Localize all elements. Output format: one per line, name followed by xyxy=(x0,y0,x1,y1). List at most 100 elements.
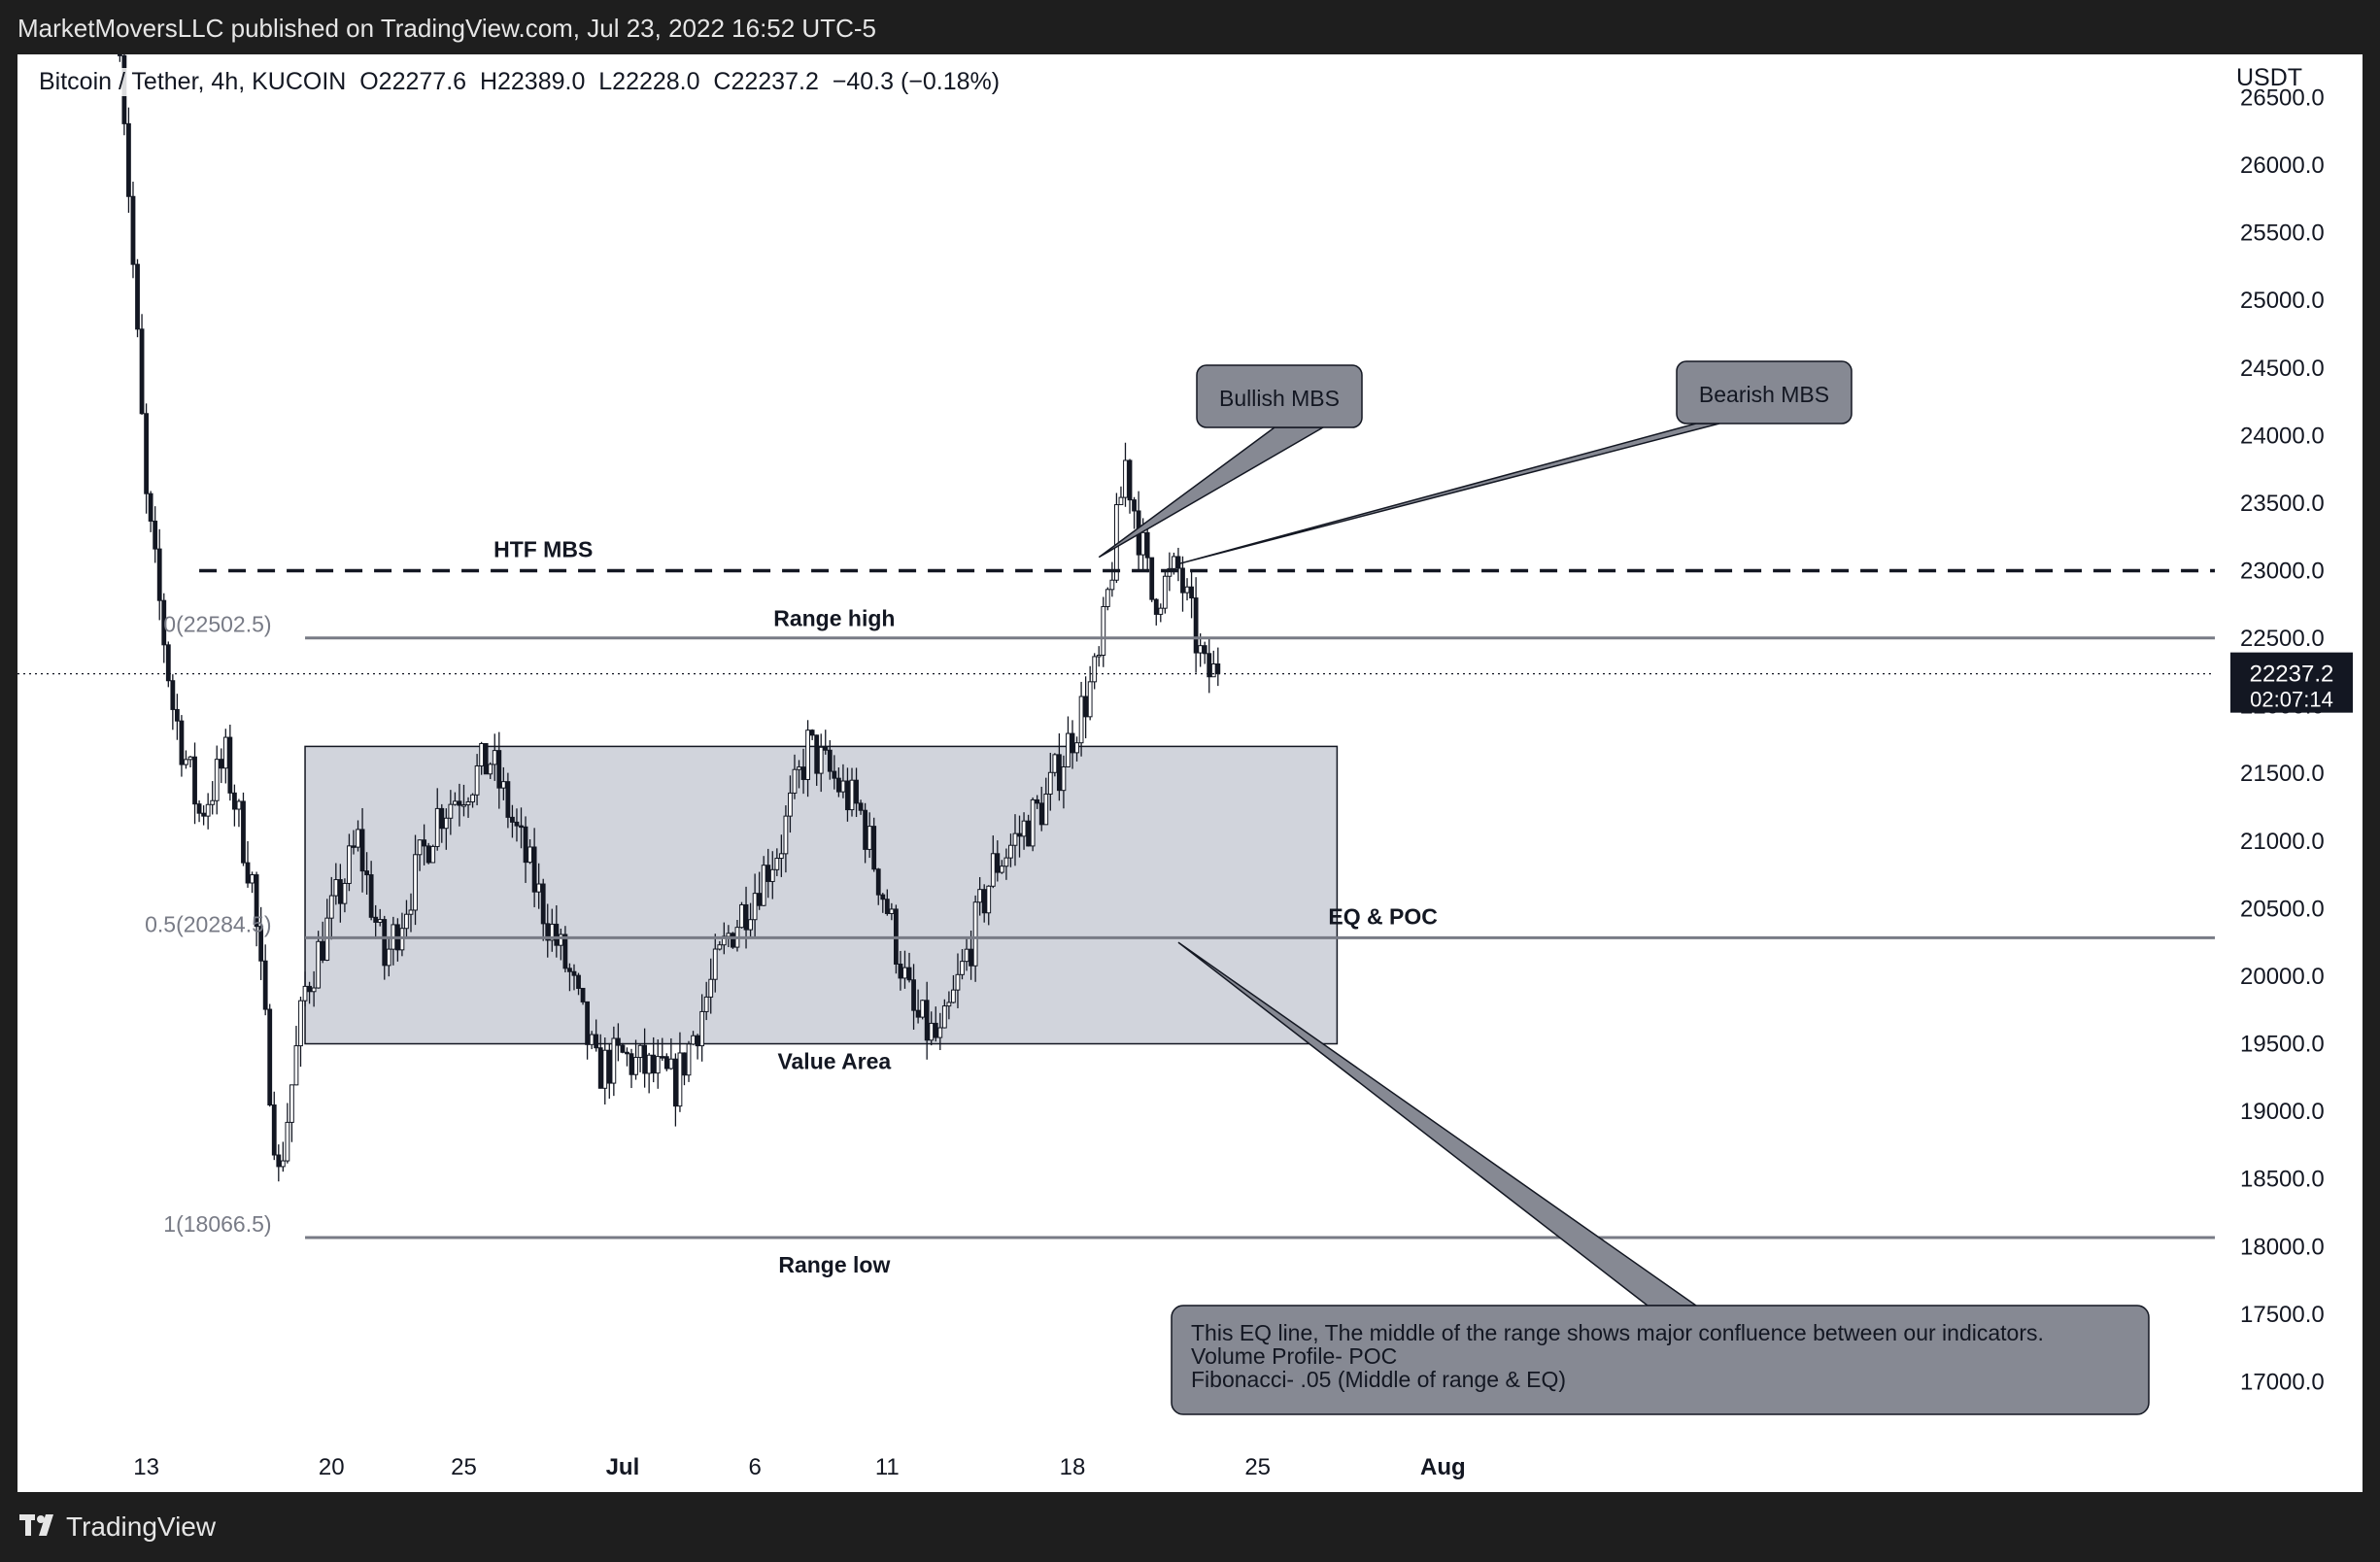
candle-body xyxy=(285,1121,290,1162)
candle-body xyxy=(625,1051,629,1055)
candle-body xyxy=(602,1049,608,1089)
candle-body xyxy=(148,492,153,522)
candle-body xyxy=(201,812,207,817)
currency-label: USDT xyxy=(2236,64,2303,91)
candle-body xyxy=(496,750,502,789)
callout-box[interactable] xyxy=(1196,364,1363,428)
candle-body xyxy=(792,768,798,794)
candle-body xyxy=(1140,531,1146,556)
candle-body xyxy=(835,777,841,793)
candle-body xyxy=(271,1104,277,1156)
y-tick-label: 20000.0 xyxy=(2240,964,2325,990)
candle-body xyxy=(280,1160,286,1168)
y-tick-label: 26000.0 xyxy=(2240,153,2325,179)
candle-body xyxy=(708,978,714,998)
candle-body xyxy=(328,895,334,919)
candle-body xyxy=(347,845,352,884)
candle-body xyxy=(1035,798,1040,804)
candle-body xyxy=(955,973,961,991)
callout-box[interactable] xyxy=(1676,360,1853,424)
candle-body xyxy=(558,934,563,946)
candle-body xyxy=(267,1008,273,1106)
plot-background[interactable] xyxy=(17,54,2215,1424)
candle-body xyxy=(845,780,850,811)
symbol-info: Bitcoin / Tether, 4h, KUCOIN O22277.6 H2… xyxy=(35,68,1004,96)
candle-body xyxy=(906,967,912,981)
x-tick-label: 25 xyxy=(451,1454,477,1480)
candle-body xyxy=(364,870,370,876)
candle-body xyxy=(941,1005,947,1029)
candle-body xyxy=(536,883,542,893)
candle-body xyxy=(1038,802,1044,826)
level-label: HTF MBS xyxy=(493,537,593,562)
candle-body xyxy=(576,974,581,989)
candle-body xyxy=(205,803,211,817)
candle-body xyxy=(144,413,149,494)
callout-box[interactable] xyxy=(1171,1305,2150,1415)
candle-body xyxy=(554,923,560,946)
candle-body xyxy=(289,1084,294,1123)
candle-body xyxy=(960,961,965,975)
candle-body xyxy=(245,862,251,884)
candle-body xyxy=(514,821,520,827)
candle-body xyxy=(417,839,423,856)
y-tick-label: 19000.0 xyxy=(2240,1099,2325,1125)
publisher-text: MarketMoversLLC published on TradingView… xyxy=(17,14,876,43)
candle-body xyxy=(232,792,237,810)
footer-brand: TradingView xyxy=(66,1511,217,1542)
candle-body xyxy=(382,919,388,967)
candle-body xyxy=(510,816,515,823)
candle-body xyxy=(615,1037,621,1046)
chart-area[interactable]: HTF MBS Range high EQ & POC Range low Value … xyxy=(17,54,2363,1492)
candle-body xyxy=(293,1045,299,1086)
candle-body xyxy=(1202,645,1207,655)
candle-body xyxy=(461,804,466,807)
candle-body xyxy=(527,846,532,864)
candle-body xyxy=(911,979,916,1011)
candle-body xyxy=(898,963,903,979)
candle-body xyxy=(210,799,216,805)
candle-body xyxy=(1210,662,1216,678)
candle-body xyxy=(368,874,374,918)
candle-body xyxy=(660,1056,665,1059)
candle-body xyxy=(1061,765,1067,792)
candle-body xyxy=(1043,793,1049,826)
candle-body xyxy=(302,985,308,1002)
candle-body xyxy=(351,845,357,848)
candle-body xyxy=(805,730,811,780)
candle-body xyxy=(425,845,431,864)
fib-label: 0(22502.5) xyxy=(163,612,271,637)
chart-svg[interactable]: HTF MBS Range high EQ & POC Range low Value … xyxy=(17,54,2363,1492)
candle-body xyxy=(492,750,497,765)
candle-body xyxy=(849,779,855,811)
candle-body xyxy=(597,1047,603,1089)
candle-body xyxy=(196,803,202,814)
y-tick-label: 22500.0 xyxy=(2240,626,2325,652)
candle-body xyxy=(1078,696,1084,744)
callout-text: Bearish MBS xyxy=(1699,382,1829,407)
candle-body xyxy=(686,1043,692,1076)
candle-body xyxy=(589,1034,595,1045)
x-tick-label: 6 xyxy=(748,1454,761,1480)
candle-body xyxy=(969,948,973,967)
candle-body xyxy=(1127,459,1133,501)
candle-body xyxy=(951,989,956,1003)
candle-body xyxy=(337,879,343,904)
candle-body xyxy=(1047,771,1053,795)
price-axis[interactable] xyxy=(2215,54,2363,1424)
time-axis[interactable] xyxy=(17,1424,2363,1492)
candle-body xyxy=(434,807,440,847)
candle-body xyxy=(981,889,987,914)
last-price-badge xyxy=(2230,652,2353,713)
candle-body xyxy=(1101,605,1106,656)
candle-body xyxy=(703,996,709,1012)
candle-body xyxy=(880,894,886,900)
candle-body xyxy=(130,195,136,265)
candle-body xyxy=(179,720,185,765)
candle-body xyxy=(439,807,445,830)
candle-body xyxy=(915,1009,921,1018)
candle-body xyxy=(262,960,268,1010)
candle-body xyxy=(505,781,511,818)
candle-body xyxy=(774,858,780,870)
candle-body xyxy=(1153,598,1159,615)
